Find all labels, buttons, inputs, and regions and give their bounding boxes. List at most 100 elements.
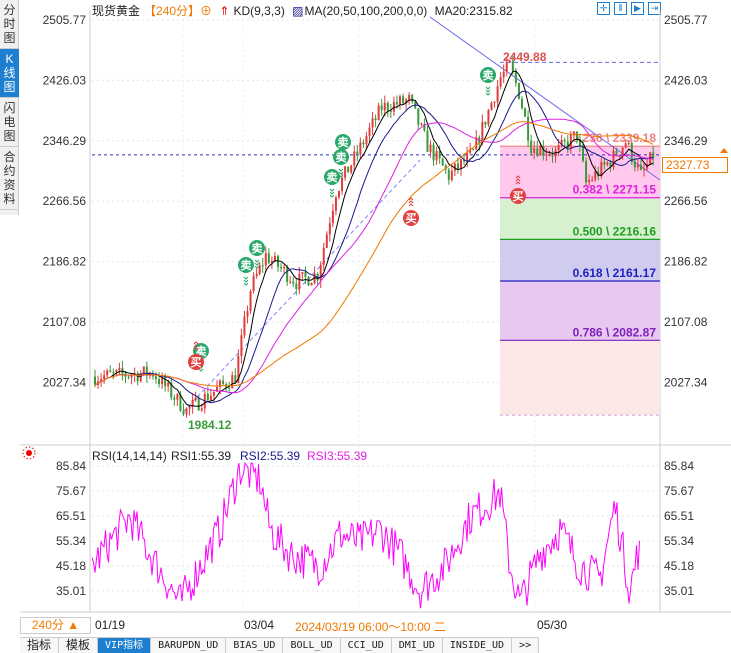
candle-body bbox=[118, 367, 121, 371]
candle-body bbox=[368, 127, 371, 137]
candle-body bbox=[499, 77, 502, 87]
tab-more[interactable]: >> bbox=[512, 638, 540, 653]
candle-body bbox=[307, 276, 310, 286]
tab-vip[interactable]: VIP指标 bbox=[98, 638, 152, 653]
tab-cci[interactable]: CCI_UD bbox=[340, 638, 392, 653]
signal-text: 卖 bbox=[483, 68, 494, 82]
candle-body bbox=[621, 147, 624, 156]
sidebar-item-kline[interactable]: K线图 bbox=[0, 49, 19, 98]
crosshair-icon[interactable]: ✛ bbox=[597, 2, 610, 15]
candle-body bbox=[273, 255, 276, 261]
range-icon[interactable]: ⫴ bbox=[614, 2, 627, 15]
rsi-tick-left: 65.51 bbox=[56, 509, 86, 523]
candle-body bbox=[167, 382, 170, 387]
buy-signal-icon: 买 bbox=[403, 197, 419, 226]
candle-body bbox=[371, 118, 374, 128]
kd-label[interactable]: KD(9,3,3) bbox=[233, 4, 285, 18]
signal-text: 买 bbox=[406, 212, 417, 225]
signal-text: 卖 bbox=[252, 241, 263, 255]
settings-icon[interactable]: ⊕ bbox=[200, 4, 213, 18]
rsi-tick-right: 45.18 bbox=[664, 559, 694, 573]
tab-boll[interactable]: BOLL_UD bbox=[283, 638, 341, 653]
period-selector[interactable]: 240分 ▲ bbox=[20, 617, 91, 634]
fib-label: 0.786 \ 2082.87 bbox=[573, 325, 657, 339]
sidebar-item-flash[interactable]: 闪电图 bbox=[0, 98, 19, 147]
candle-body bbox=[557, 145, 560, 151]
candle-body bbox=[624, 143, 627, 148]
candle-body bbox=[258, 265, 261, 274]
candle-body bbox=[429, 144, 432, 152]
tab-inside[interactable]: INSIDE_UD bbox=[442, 638, 513, 653]
y-tick-right: 2186.82 bbox=[664, 255, 708, 269]
candle-body bbox=[255, 273, 258, 277]
candle-body bbox=[466, 152, 469, 162]
candle-body bbox=[566, 141, 569, 148]
signal-arrow bbox=[515, 181, 521, 185]
candle-body bbox=[264, 253, 267, 266]
candle-body bbox=[606, 162, 609, 165]
candle-body bbox=[383, 102, 386, 111]
ma-label[interactable]: MA(20,50,100,200,0,0) bbox=[304, 4, 428, 18]
candle-body bbox=[136, 373, 139, 382]
candle-body bbox=[423, 123, 426, 131]
arrow-up-icon[interactable]: ⇑ bbox=[219, 4, 230, 18]
signal-arrow bbox=[193, 344, 199, 348]
icon-ring bbox=[22, 446, 36, 460]
fib-band bbox=[500, 197, 660, 240]
end-icon[interactable]: ⇥ bbox=[648, 2, 661, 15]
candle-body bbox=[402, 96, 405, 103]
signal-text: 卖 bbox=[241, 258, 252, 272]
ma-icon[interactable]: ▨ bbox=[292, 4, 304, 18]
tab-bias[interactable]: BIAS_UD bbox=[226, 638, 284, 653]
sidebar-item-timeshare[interactable]: 分时图 bbox=[0, 0, 19, 49]
signal-arrow bbox=[485, 86, 491, 90]
fib-band bbox=[500, 281, 660, 341]
candle-body bbox=[652, 152, 655, 159]
signal-arrow bbox=[329, 194, 335, 198]
period-label: 【240分】 bbox=[144, 4, 201, 18]
candle-body bbox=[228, 387, 231, 389]
candle-body bbox=[444, 165, 447, 170]
signal-arrow bbox=[338, 168, 344, 172]
step-icon[interactable]: ▶ bbox=[631, 2, 644, 15]
candle-body bbox=[347, 166, 350, 173]
tab-template[interactable]: 模板 bbox=[59, 638, 99, 653]
tab-dmi[interactable]: DMI_UD bbox=[391, 638, 443, 653]
fib-label: 0.500 \ 2216.16 bbox=[573, 224, 657, 238]
tab-barupdn[interactable]: BARUPDN_UD bbox=[151, 638, 227, 653]
candle-body bbox=[560, 139, 563, 146]
candle-body bbox=[209, 395, 212, 401]
candle-body bbox=[521, 98, 523, 109]
buy-signal-icon: 买 bbox=[510, 175, 526, 204]
candle-body bbox=[252, 276, 255, 292]
candle-body bbox=[487, 110, 490, 125]
candle-body bbox=[249, 291, 252, 312]
cursor-date-label: 2024/03/19 06:00～10:00 二 bbox=[295, 620, 446, 634]
candle-body bbox=[243, 316, 246, 336]
fib-label: 0.618 \ 2161.17 bbox=[573, 266, 657, 280]
candle-body bbox=[578, 139, 581, 146]
tab-indicator[interactable]: 指标 bbox=[20, 638, 60, 653]
candle-body bbox=[234, 375, 237, 384]
candle-body bbox=[481, 121, 484, 144]
candle-body bbox=[179, 394, 182, 411]
candle-body bbox=[508, 60, 511, 63]
ma200-line bbox=[94, 121, 654, 387]
signal-arrow bbox=[485, 89, 491, 93]
signal-text: 买 bbox=[513, 190, 524, 203]
low-label: 1984.12 bbox=[188, 418, 232, 432]
candle-body bbox=[182, 410, 185, 415]
signal-arrow bbox=[485, 92, 491, 96]
candle-body bbox=[450, 170, 453, 181]
signal-text: 买 bbox=[191, 356, 202, 369]
candle-body bbox=[633, 161, 636, 168]
sidebar-item-contract[interactable]: 合约资料 bbox=[0, 147, 19, 210]
candle-body bbox=[341, 177, 344, 192]
candle-body bbox=[130, 375, 133, 378]
candle-body bbox=[536, 148, 539, 156]
rsi-tick-right: 85.84 bbox=[664, 459, 694, 473]
rsi-tick-left: 85.84 bbox=[56, 459, 86, 473]
sell-signal-icon: 卖 bbox=[480, 67, 496, 96]
candle-body bbox=[206, 393, 209, 401]
